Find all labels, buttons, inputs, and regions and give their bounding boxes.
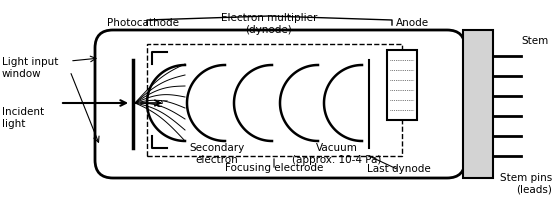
Bar	[147, 44, 402, 156]
Text: Last dynode: Last dynode	[367, 164, 431, 174]
Text: Electron multiplier
(dynode): Electron multiplier (dynode)	[221, 13, 317, 35]
Text: Anode: Anode	[395, 18, 428, 28]
Text: Light input
window: Light input window	[2, 57, 58, 79]
Bar	[387, 50, 417, 120]
Bar	[463, 30, 493, 178]
Text: Focusing electrode: Focusing electrode	[225, 163, 323, 173]
Text: e⁻: e⁻	[155, 96, 169, 110]
Text: Stem pins
(leads): Stem pins (leads)	[500, 173, 552, 195]
Text: Stem: Stem	[521, 36, 548, 46]
FancyBboxPatch shape	[95, 30, 465, 178]
Text: Vacuum
(approx. 10-4 Pa): Vacuum (approx. 10-4 Pa)	[292, 143, 382, 165]
Text: Incident
light: Incident light	[2, 107, 44, 129]
Text: Photocathode: Photocathode	[107, 18, 179, 28]
Text: Secondary
electron: Secondary electron	[189, 143, 245, 165]
